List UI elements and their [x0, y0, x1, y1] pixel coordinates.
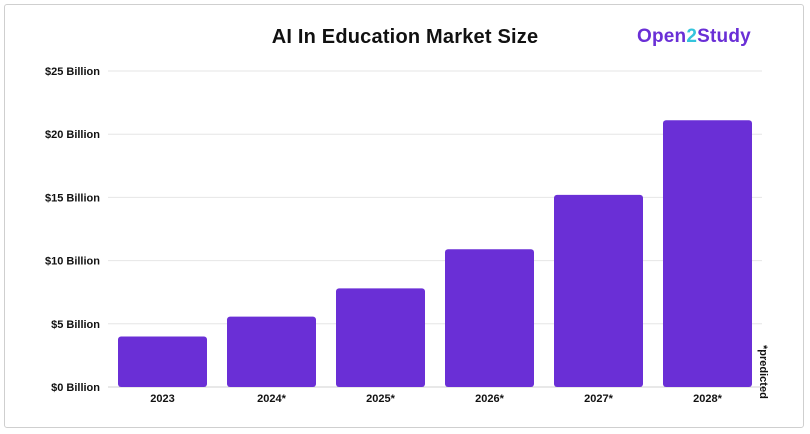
y-tick-label: $0 Billion [51, 382, 100, 394]
x-tick-label: 2025* [366, 393, 395, 405]
x-tick-label: 2024* [257, 393, 286, 405]
brand-logo-study: Study [697, 26, 751, 47]
bar-2028 [663, 120, 752, 388]
chart-title: AI In Education Market Size [271, 26, 539, 48]
x-axis-tick-labels: 2023 2024* 2025* 2026* 2027* 2028* [150, 393, 722, 405]
x-tick-label: 2027* [584, 393, 613, 405]
brand-logo: Open2Study [637, 26, 751, 48]
gridlines [108, 70, 762, 388]
y-tick-label: $5 Billion [51, 319, 100, 331]
brand-logo-two: 2 [686, 26, 698, 47]
bar-2027 [554, 194, 643, 387]
y-axis-tick-labels: $0 Billion $5 Billion $10 Billion $15 Billi… [45, 66, 100, 394]
brand-logo-open: Open [637, 26, 687, 47]
y-tick-label: $15 Billion [45, 192, 100, 204]
x-tick-label: 2028* [693, 393, 722, 405]
y-tick-label: $25 Billion [45, 66, 100, 78]
bar-2025 [336, 288, 425, 387]
bar-2026 [445, 249, 534, 387]
x-tick-label: 2026* [475, 393, 504, 405]
y-tick-label: $20 Billion [45, 129, 100, 141]
bar-2023 [118, 336, 207, 387]
bar-2024 [227, 316, 316, 387]
bars [118, 120, 752, 388]
x-tick-label: 2023 [150, 393, 174, 405]
y-tick-label: $10 Billion [45, 256, 100, 268]
